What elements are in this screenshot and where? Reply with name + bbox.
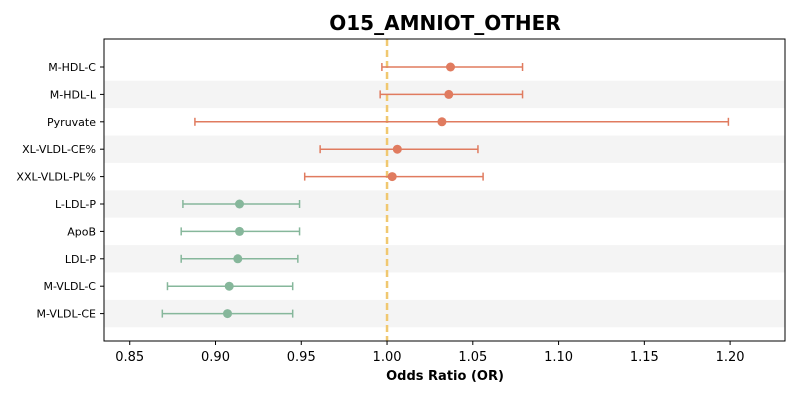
y-tick-label: Pyruvate (47, 116, 96, 129)
y-tick-label: XXL-VLDL-PL% (16, 171, 96, 184)
y-tick-label: ApoB (67, 225, 96, 238)
plot-frame (103, 38, 786, 342)
or-point (235, 199, 245, 209)
y-tick-label: M-HDL-C (48, 61, 96, 74)
x-tick-label: 0.85 (115, 350, 144, 365)
or-point (446, 62, 456, 72)
x-tick-label: 1.15 (630, 350, 659, 365)
or-point (444, 89, 454, 99)
y-tick-labels: M-HDL-C M-HDL-L Pyruvate XL-VLDL-CE% XXL-VLD… (16, 61, 104, 321)
y-tick-label: LDL-P (65, 253, 97, 266)
y-tick-label: XL-VLDL-CE% (22, 143, 96, 156)
x-tick-label: 0.90 (201, 350, 230, 365)
or-point (233, 254, 243, 264)
or-point (223, 309, 233, 319)
x-tick-label: 1.10 (544, 350, 573, 365)
x-tick-label: 1.20 (716, 350, 745, 365)
y-tick-label: M-VLDL-C (43, 280, 96, 293)
x-axis-label: Odds Ratio (OR) (386, 369, 504, 384)
or-point (235, 226, 245, 236)
x-tick-label: 0.95 (287, 350, 316, 365)
data-marks (161, 62, 730, 319)
y-tick-label: L-LDL-P (55, 198, 96, 211)
x-tick-label: 1.05 (458, 350, 487, 365)
x-tick-label: 1.00 (373, 350, 402, 365)
x-axis-ticks: 0.85 0.90 0.95 1.00 1.05 1.10 1.15 1.20 (115, 341, 745, 365)
or-point (224, 281, 234, 291)
chart-title: O15_AMNIOT_OTHER (329, 11, 560, 35)
y-tick-label: M-VLDL-CE (37, 308, 97, 321)
or-point (437, 117, 447, 127)
or-point (387, 172, 397, 182)
y-tick-label: M-HDL-L (50, 88, 97, 101)
or-point (392, 144, 402, 154)
